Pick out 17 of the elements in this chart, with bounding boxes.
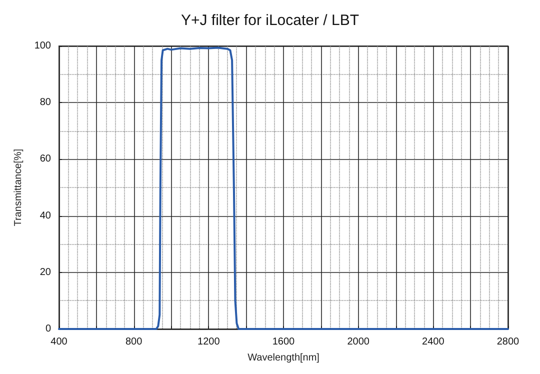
y-tick-label: 0 [45,324,52,334]
x-tick-label: 400 [50,336,68,348]
x-tick-label: 2800 [496,336,520,348]
x-tick-label: 2400 [422,336,445,348]
y-axis-title: Transmittance[%] [12,148,24,226]
y-tick-label: 20 [40,266,52,278]
x-tick-label: 1600 [272,336,296,348]
chart-title: Y+J filter for iLocater / LBT [181,12,359,29]
y-tick-label: 40 [40,210,52,222]
y-tick-label: 80 [40,97,52,108]
x-tick-label: 800 [125,336,143,348]
x-tick-label: 1200 [198,336,220,348]
x-tick-label: 2000 [347,336,370,348]
y-tick-label: 60 [40,154,52,165]
x-axis-title: Wavelength[nm] [248,352,320,364]
line-series [58,46,509,330]
y-tick-label: 100 [34,40,52,52]
